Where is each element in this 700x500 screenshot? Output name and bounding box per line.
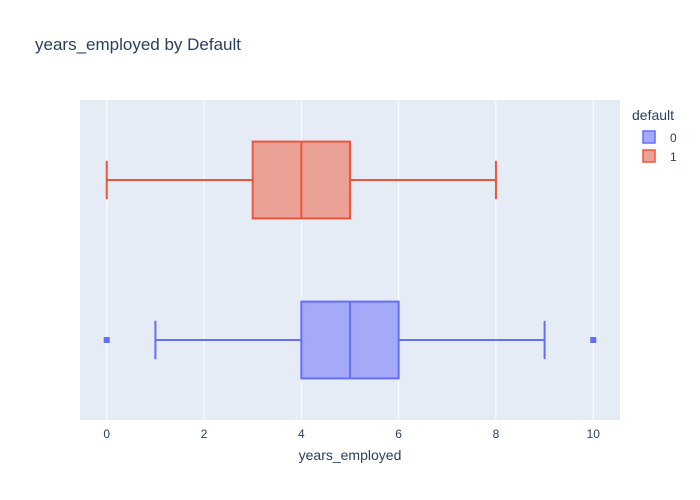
outlier-point [590,337,597,343]
legend-swatch [642,149,656,163]
outlier-point [103,337,110,343]
x-tick-label: 4 [298,427,305,441]
legend-swatch [642,130,656,144]
x-axis-title: years_employed [299,447,402,463]
x-tick-label: 2 [201,427,208,441]
x-tick-label: 6 [395,427,402,441]
box-series-0 [103,300,597,380]
chart-title: years_employed by Default [35,35,241,54]
legend[interactable]: 01 [642,130,677,164]
legend-item-1[interactable]: 1 [642,149,677,164]
legend-item-0[interactable]: 0 [642,130,677,145]
x-tick-label: 0 [103,427,110,441]
boxes [103,140,597,380]
x-tick-label: 8 [493,427,500,441]
box-series-1 [105,140,497,220]
legend-title: default [632,107,674,123]
x-tick-label: 10 [587,427,601,441]
x-tick-labels: 0 2 4 6 8 10 [103,427,600,441]
legend-label: 1 [670,150,677,164]
legend-label: 0 [670,131,677,145]
